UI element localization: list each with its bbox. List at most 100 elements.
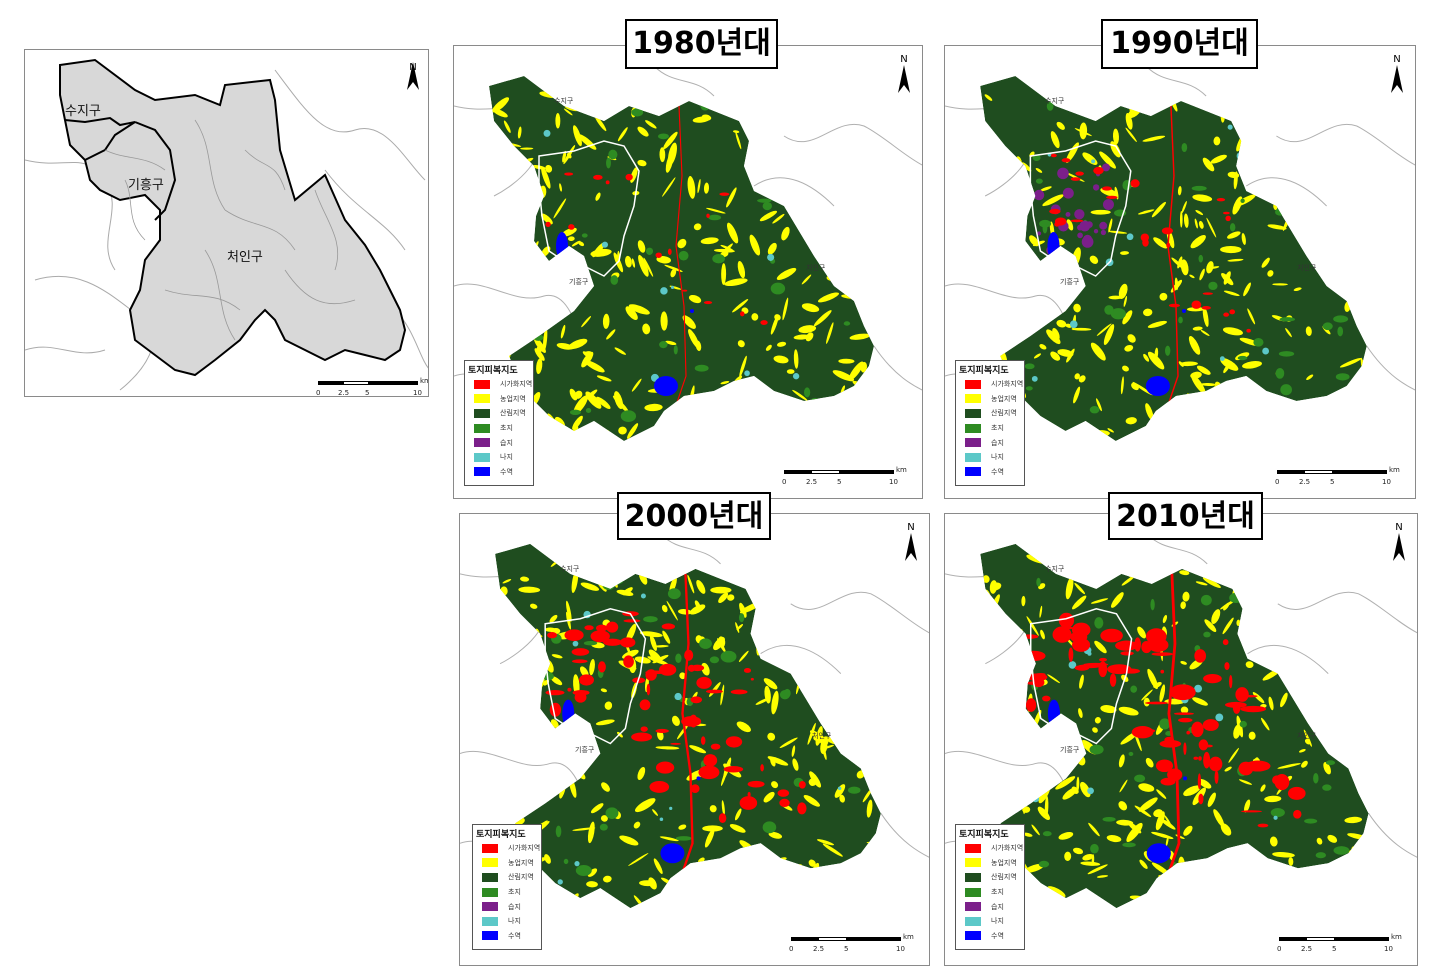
agriculture-patch — [823, 203, 830, 224]
urban-patch — [1274, 773, 1290, 791]
agriculture-patch — [1326, 402, 1342, 415]
grassland-patch — [1237, 355, 1248, 361]
agriculture-patch — [760, 97, 765, 108]
legend-label: 수역 — [991, 467, 1004, 476]
urban-patch — [631, 732, 653, 742]
agriculture-patch — [1290, 157, 1299, 163]
grassland-patch — [1229, 592, 1243, 603]
grassland-patch — [1239, 720, 1247, 728]
agriculture-patch — [1338, 701, 1346, 724]
legend-label: 산림지역 — [991, 409, 1017, 418]
legend-swatch — [474, 467, 490, 477]
urban-patch — [574, 691, 587, 703]
agriculture-patch — [1331, 868, 1336, 876]
agriculture-patch — [1159, 292, 1168, 301]
scale-tick: 2.5 — [1301, 945, 1313, 953]
agriculture-patch — [858, 187, 867, 193]
agriculture-patch — [848, 271, 866, 281]
agriculture-patch — [1206, 261, 1214, 274]
agriculture-patch — [531, 788, 538, 796]
agriculture-patch — [1165, 412, 1174, 422]
agriculture-patch — [515, 183, 521, 190]
agriculture-patch — [807, 111, 813, 118]
grassland-patch — [675, 653, 682, 664]
agriculture-patch — [855, 897, 862, 909]
agriculture-patch — [603, 906, 620, 909]
agriculture-patch — [587, 868, 598, 877]
map-title-2000s: 2000년대 — [617, 492, 771, 540]
scale-tick: 2.5 — [806, 478, 818, 486]
agriculture-patch — [856, 146, 872, 153]
landcover-map-canvas — [460, 533, 929, 909]
agriculture-patch — [517, 126, 522, 139]
grassland-patch — [1275, 208, 1286, 216]
agriculture-patch — [1360, 716, 1369, 729]
wetland-patch — [1036, 231, 1042, 236]
agriculture-patch — [696, 579, 706, 594]
agriculture-patch — [1169, 406, 1180, 428]
agriculture-patch — [1343, 228, 1363, 242]
agriculture-patch — [1100, 705, 1117, 714]
agriculture-patch — [1189, 90, 1197, 97]
scale-bar: 0 2.5 5 10 km — [316, 377, 428, 397]
agriculture-patch — [720, 380, 730, 385]
legend-item: 수역 — [482, 929, 541, 944]
agriculture-patch — [1118, 283, 1128, 300]
agriculture-patch — [815, 735, 823, 744]
legend-item: 산림지역 — [965, 870, 1024, 885]
agriculture-patch — [773, 355, 789, 364]
grassland-patch — [694, 364, 709, 372]
agriculture-patch — [1044, 795, 1049, 819]
grassland-patch — [758, 860, 764, 867]
agriculture-patch — [727, 887, 739, 901]
agriculture-patch — [1202, 157, 1215, 172]
scale-tick: 2.5 — [338, 389, 350, 397]
agriculture-patch — [637, 126, 649, 137]
agriculture-patch — [1055, 776, 1076, 790]
agriculture-patch — [1210, 154, 1227, 164]
district-label: 처인구 — [1297, 264, 1317, 272]
scale-tick: 10 — [896, 945, 905, 953]
agriculture-patch — [982, 174, 989, 194]
agriculture-patch — [1151, 831, 1174, 839]
urban-patch — [760, 764, 764, 772]
scale-tick: 0 — [782, 478, 787, 486]
agriculture-patch — [1112, 128, 1119, 145]
scale-tick: 2.5 — [1299, 478, 1311, 486]
water-body — [696, 776, 701, 781]
grassland-patch — [531, 286, 543, 298]
agriculture-patch — [663, 131, 678, 150]
agriculture-patch — [1161, 440, 1176, 441]
legend-label: 습지 — [508, 902, 521, 911]
outer-boundary-line — [1245, 177, 1327, 207]
north-arrow-icon — [407, 62, 419, 90]
agriculture-patch — [1291, 652, 1300, 658]
agriculture-patch — [502, 579, 512, 584]
agriculture-patch — [1277, 763, 1301, 769]
urban-patch — [700, 736, 706, 745]
urban-patch — [1229, 674, 1233, 689]
agriculture-patch — [1332, 189, 1336, 198]
agriculture-patch — [1001, 198, 1014, 217]
grassland-patch — [602, 579, 616, 590]
agriculture-patch — [1306, 374, 1314, 381]
urban-patch — [596, 624, 608, 632]
grassland-patch — [675, 836, 692, 841]
agriculture-patch — [1353, 168, 1362, 182]
agriculture-patch — [1339, 357, 1362, 368]
agriculture-patch — [536, 358, 543, 375]
agriculture-patch — [834, 784, 846, 798]
agriculture-patch — [740, 898, 755, 907]
legend-label: 습지 — [500, 438, 513, 447]
agriculture-patch — [782, 580, 791, 586]
urban-patch — [1140, 233, 1150, 242]
agriculture-patch — [1108, 218, 1113, 233]
agriculture-patch — [544, 879, 553, 901]
agriculture-patch — [665, 340, 677, 346]
agriculture-patch — [1301, 760, 1308, 768]
agriculture-patch — [804, 625, 812, 634]
agriculture-patch — [709, 805, 717, 813]
agriculture-patch — [525, 311, 541, 326]
agriculture-patch — [821, 409, 828, 417]
agriculture-patch — [801, 274, 812, 285]
